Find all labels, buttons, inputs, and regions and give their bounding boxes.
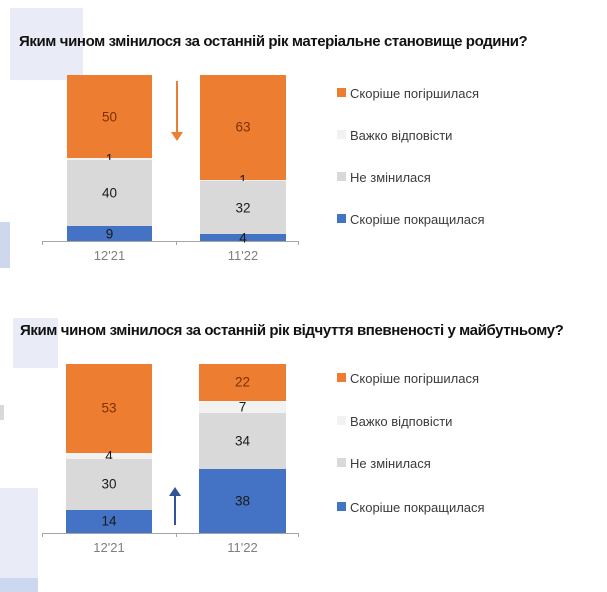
legend-item: Важко відповісти <box>350 414 453 429</box>
bar-segment <box>66 364 152 453</box>
category-label: 12'21 <box>93 248 126 263</box>
legend-swatch <box>337 214 346 223</box>
value-label: 1 <box>239 172 247 188</box>
decor-rect <box>13 318 58 368</box>
category-label: 11'22 <box>227 540 258 555</box>
legend-swatch <box>337 373 346 382</box>
legend-swatch <box>337 416 346 425</box>
bar-segment <box>199 364 286 401</box>
legend-item: Скоріше покращилася <box>350 500 485 515</box>
value-label: 14 <box>101 513 117 529</box>
decor-rect <box>10 8 83 80</box>
axis-tick <box>42 533 43 537</box>
bar-segment <box>67 158 152 160</box>
trend-arrow-down-icon <box>176 81 178 133</box>
bar-segment <box>199 412 286 470</box>
legend-item: Не змінилася <box>350 456 431 471</box>
bar-segment <box>200 179 286 182</box>
axis-tick <box>176 533 177 537</box>
bar-segment <box>200 181 286 235</box>
legend-item: Скоріше погіршилася <box>350 86 480 101</box>
bar-segment <box>67 159 152 227</box>
value-label: 34 <box>234 433 251 449</box>
bar-segment <box>200 234 286 241</box>
legend-item: Важко відповісти <box>350 128 453 143</box>
axis-tick <box>176 241 177 245</box>
category-label: 11'22 <box>227 248 259 263</box>
value-label: 7 <box>238 398 247 414</box>
bar-segment <box>199 400 286 413</box>
decor-rect <box>0 488 38 578</box>
value-label: 9 <box>105 225 114 241</box>
value-label: 1 <box>105 151 114 167</box>
legend-swatch <box>337 458 346 467</box>
trend-arrow-up-icon <box>169 487 181 496</box>
value-label: 22 <box>234 374 251 390</box>
value-label: 4 <box>239 229 247 245</box>
value-label: 53 <box>101 400 117 416</box>
bar-segment <box>66 509 152 533</box>
axis-tick <box>42 241 43 245</box>
axis-tick <box>298 533 299 537</box>
x-axis <box>42 241 298 242</box>
bar-segment <box>66 452 152 460</box>
value-label: 63 <box>235 119 251 135</box>
chart-title-confidence: Яким чином змінилося за останній рік від… <box>20 322 564 339</box>
trend-arrow-down-icon <box>171 132 183 141</box>
value-label: 32 <box>235 200 251 216</box>
legend-item: Скоріше покращилася <box>350 212 485 227</box>
value-label: 38 <box>234 493 251 509</box>
category-label: 12'21 <box>93 540 125 555</box>
decor-rect <box>0 405 4 420</box>
legend-item: Скоріше погіршилася <box>350 371 480 386</box>
bar-segment <box>200 75 286 180</box>
bar-segment <box>199 469 286 533</box>
bar-segment <box>67 75 152 158</box>
legend-item: Не змінилася <box>350 170 431 185</box>
value-label: 30 <box>101 476 117 492</box>
value-label: 40 <box>101 185 118 201</box>
axis-tick <box>298 241 299 245</box>
value-label: 4 <box>105 448 113 464</box>
bar-segment <box>66 459 152 510</box>
value-label: 50 <box>101 108 118 124</box>
trend-arrow-up-icon <box>174 495 176 525</box>
chart-title-material: Яким чином змінилося за останній рік мат… <box>19 33 528 50</box>
legend-swatch <box>337 502 346 511</box>
bar-segment <box>67 226 152 241</box>
legend-swatch <box>337 88 346 97</box>
x-axis <box>42 533 298 534</box>
decor-rect <box>0 222 10 268</box>
legend-swatch <box>337 172 346 181</box>
decor-rect <box>0 578 38 592</box>
legend-swatch <box>337 130 346 139</box>
